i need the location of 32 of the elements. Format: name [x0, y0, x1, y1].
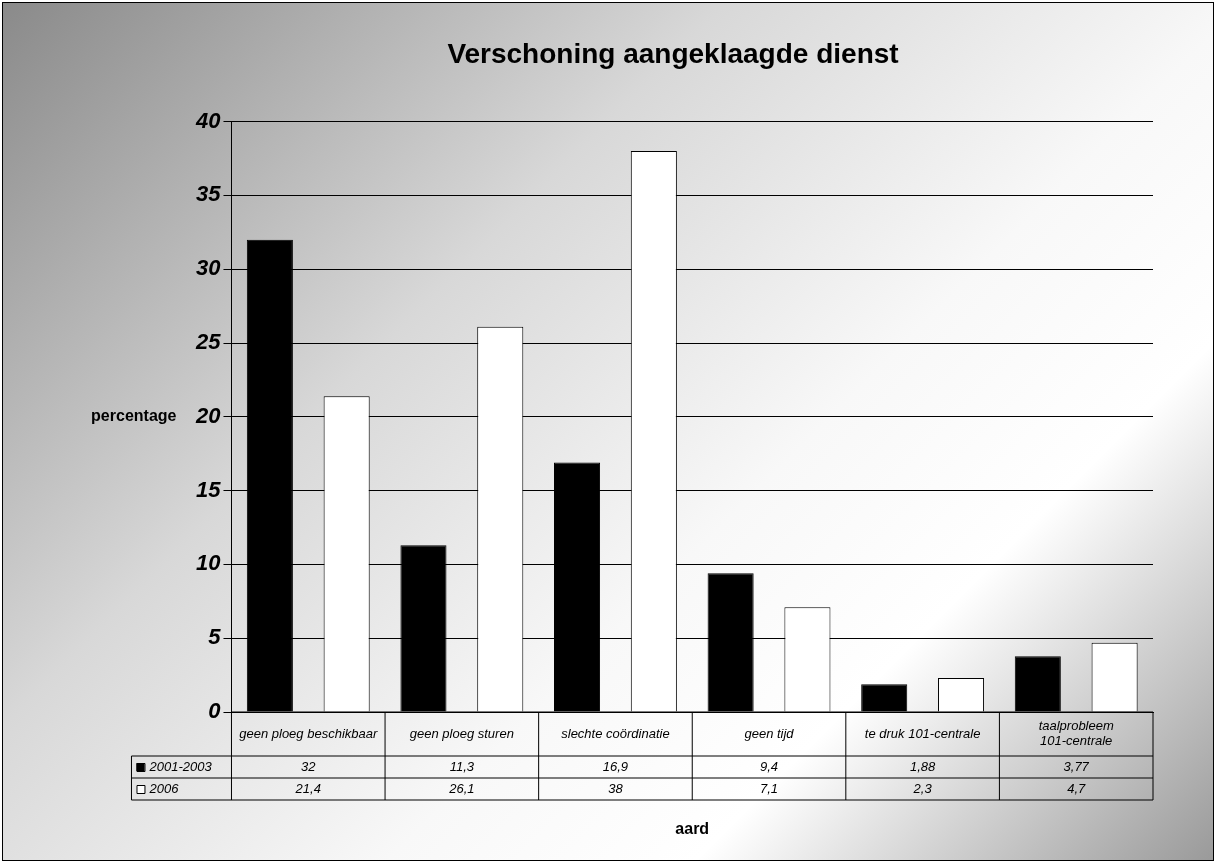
x-tick-label: geen ploeg beschikbaar	[239, 725, 378, 741]
data-label: 26,1	[448, 780, 475, 796]
data-label: 21,4	[294, 780, 321, 796]
data-label: 38	[608, 780, 624, 796]
y-tick-label: 10	[195, 550, 222, 576]
x-tick-label: geen tijd	[744, 725, 795, 741]
legend-label: 2006	[148, 780, 180, 796]
y-tick-label: 30	[195, 255, 222, 281]
x-tick-label: slechte coördinatie	[561, 725, 670, 741]
data-label: 9,4	[759, 758, 779, 774]
legend-label: 2001-2003	[148, 758, 213, 774]
y-tick-label: 5	[208, 624, 222, 650]
data-label: 1,88	[909, 758, 937, 774]
data-label: 7,1	[759, 780, 779, 796]
y-tick-label: 40	[194, 107, 222, 133]
y-axis-title: percentage	[91, 407, 177, 425]
y-tick-label: 15	[195, 476, 222, 502]
x-tick-label: taalprobleem 101-centrale	[1038, 718, 1114, 749]
data-label: 3,77	[1063, 758, 1090, 774]
x-tick-label: te druk 101-centrale	[864, 725, 981, 741]
data-label: 11,3	[449, 758, 475, 774]
data-label: 2,3	[912, 780, 933, 796]
y-tick-label: 20	[194, 402, 222, 428]
x-tick-label: geen ploeg sturen	[409, 725, 514, 741]
data-label: 32	[301, 758, 317, 774]
data-label: 16,9	[602, 758, 629, 774]
y-tick-label: 35	[195, 181, 222, 207]
chart-title: Verschoning aangeklaagde dienst	[447, 37, 899, 69]
y-tick-label: 0	[208, 698, 222, 724]
y-tick-label: 25	[194, 329, 222, 355]
data-label: 4,7	[1067, 780, 1087, 796]
x-axis-title: aard	[675, 820, 710, 838]
